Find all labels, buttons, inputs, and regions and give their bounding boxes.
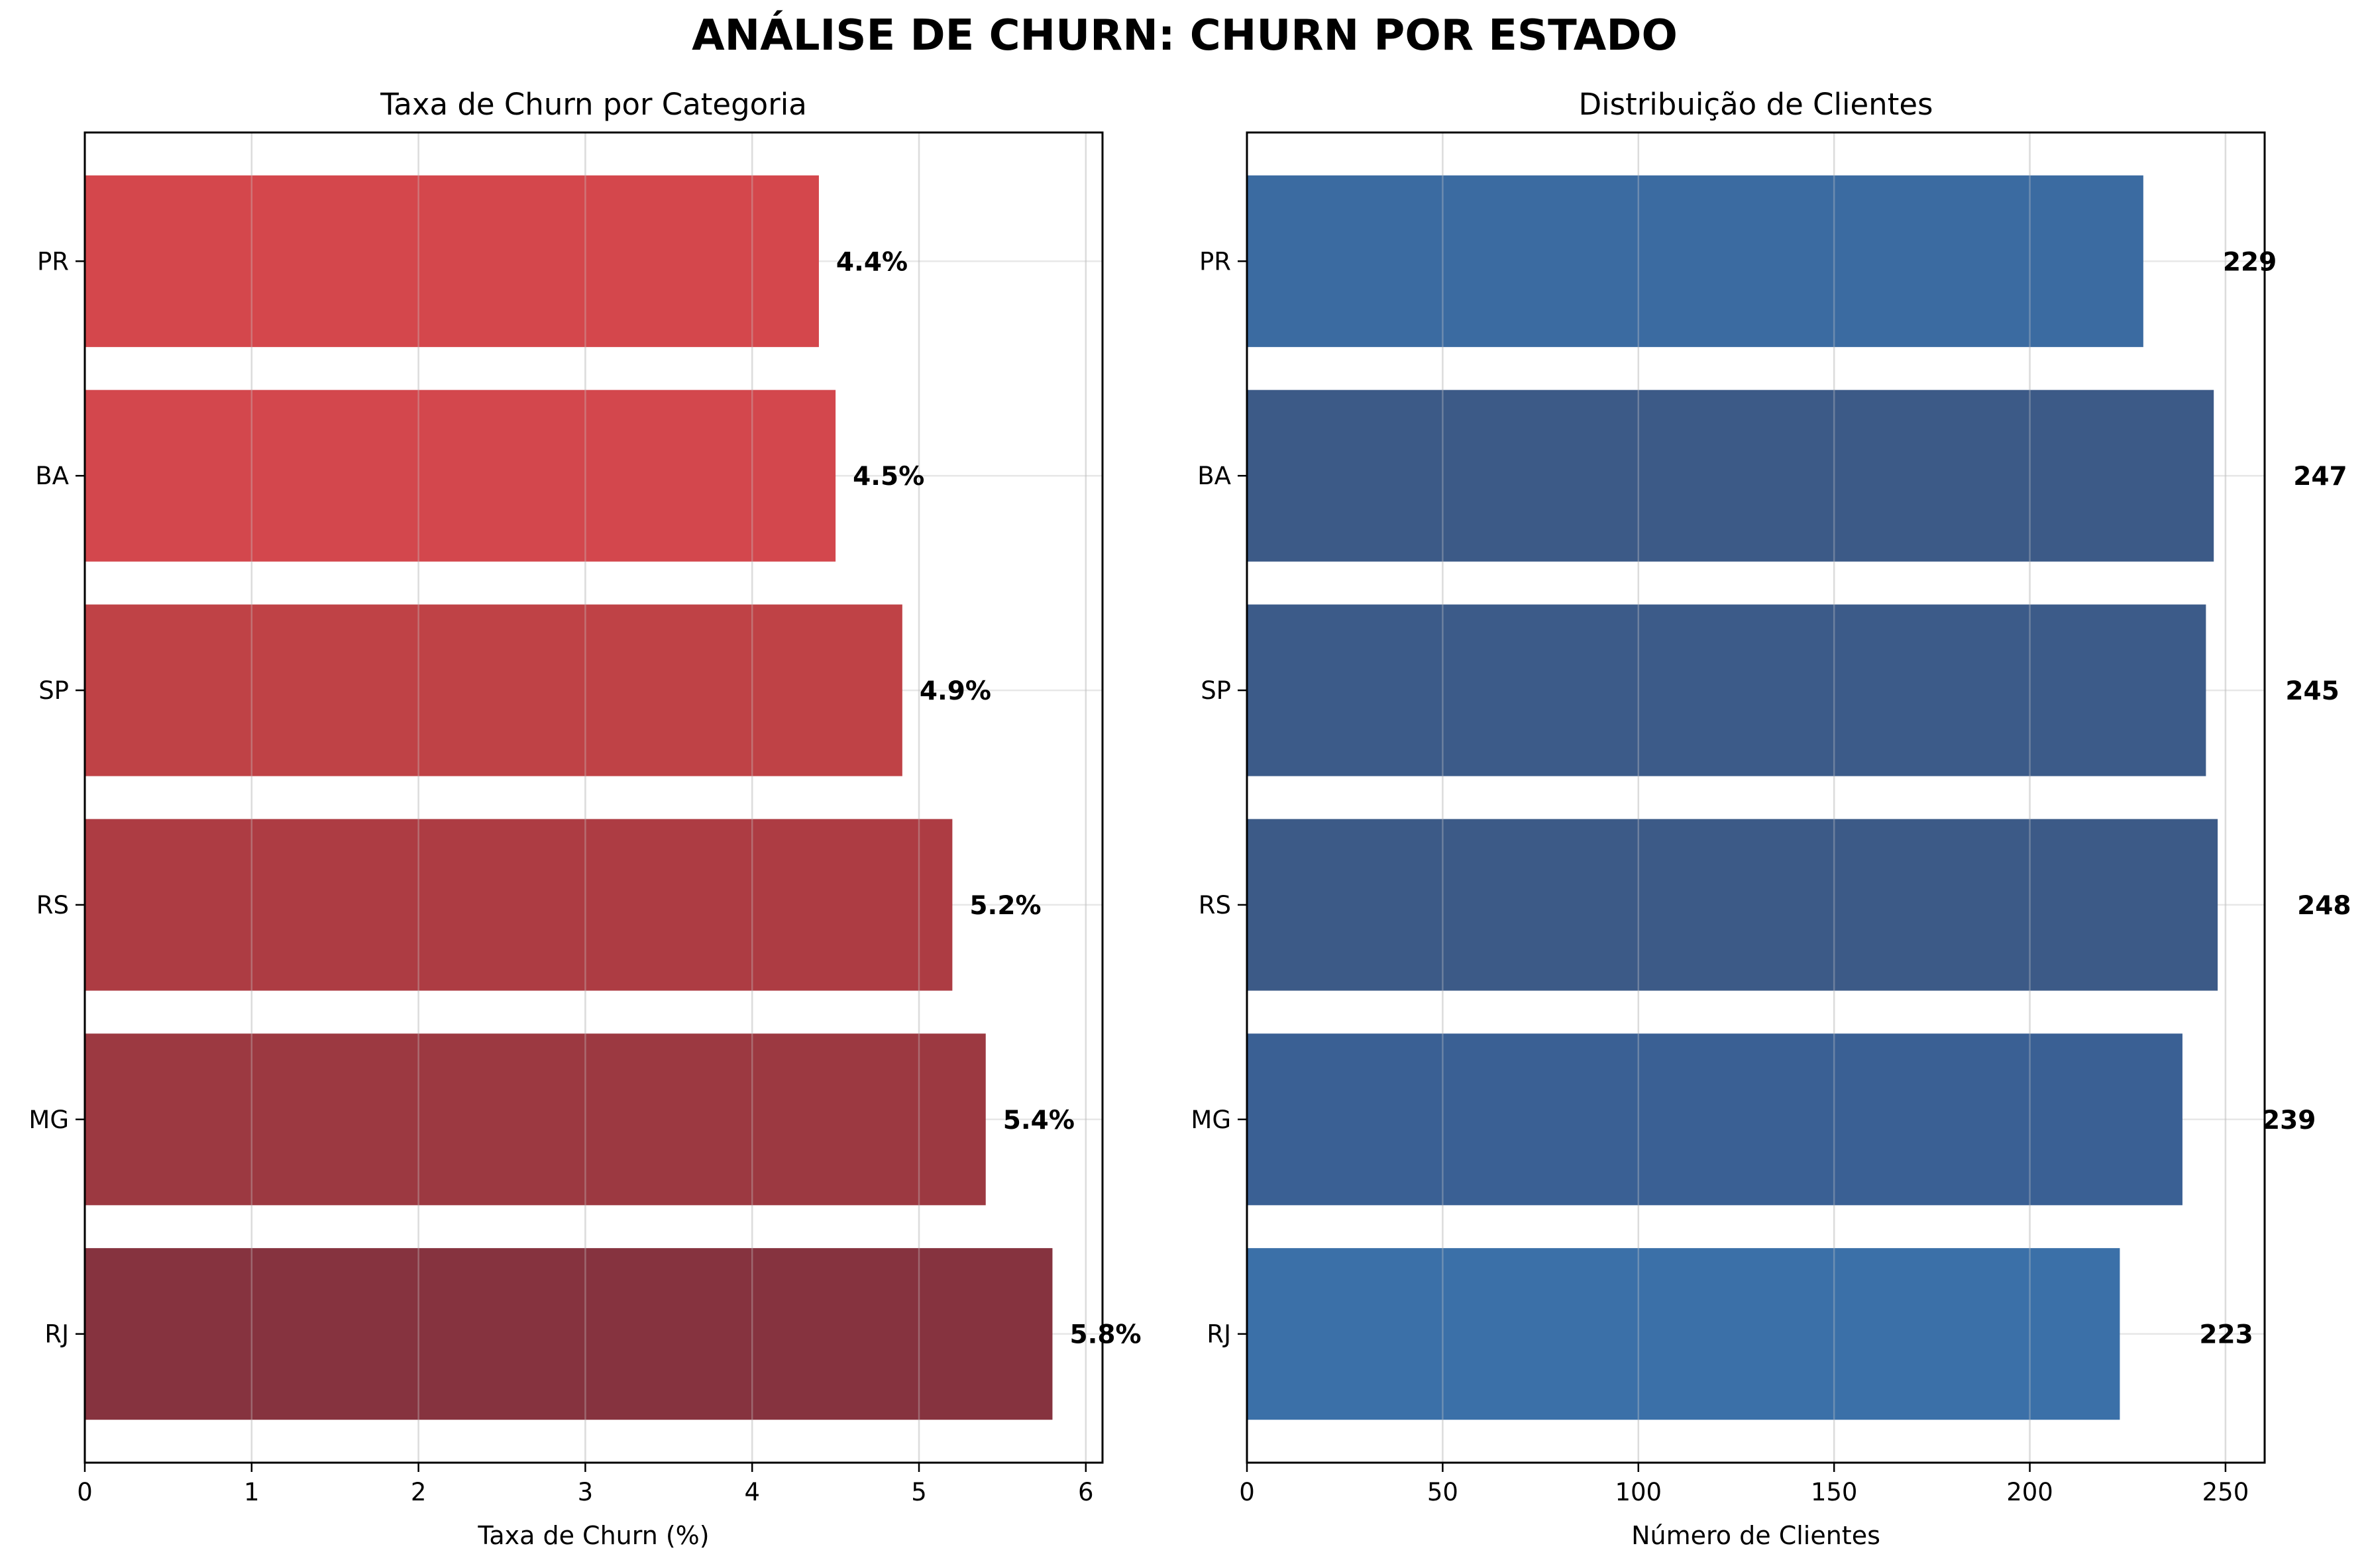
data-label-mg: 239: [2262, 1106, 2316, 1135]
y-tick-label-mg: MG: [1191, 1106, 1231, 1134]
x-tick-label: 6: [1078, 1478, 1094, 1506]
subplot-title: Taxa de Churn por Categoria: [380, 87, 807, 122]
bar-pr: [85, 175, 819, 347]
data-label-ba: 4.5%: [853, 462, 924, 492]
bar-ba: [1247, 390, 2214, 562]
bar-rj: [85, 1248, 1053, 1420]
y-tick-label-mg: MG: [28, 1106, 69, 1134]
bar-pr: [1247, 175, 2143, 347]
data-label-rs: 5.2%: [969, 891, 1041, 921]
customer-distribution-panel: 223 239 248 245 247 229 0 50 100 150 200 250 RJ MG RS S…: [1191, 87, 2351, 1550]
data-label-sp: 4.9%: [920, 676, 991, 706]
x-tick-label: 3: [578, 1478, 594, 1506]
subplot-title: Distribuição de Clientes: [1579, 87, 1933, 122]
data-label-rj: 5.8%: [1069, 1320, 1141, 1350]
y-tick-label-sp: SP: [38, 676, 69, 705]
churn-rate-panel: 5.8% 5.4% 5.2% 4.9% 4.5% 4.4% 0 1 2 3 4 5 6 RJ MG RS SP B…: [28, 87, 1141, 1550]
bar-sp: [1247, 604, 2206, 776]
bar-mg: [85, 1033, 986, 1206]
x-tick-label: 200: [2006, 1478, 2053, 1506]
y-tick-label-rj: RJ: [44, 1320, 69, 1349]
x-tick-label: 0: [77, 1478, 93, 1506]
data-label-pr: 229: [2223, 247, 2277, 277]
x-axis-label: Taxa de Churn (%): [477, 1521, 709, 1550]
plot-frame: [83, 131, 1104, 1464]
plot-frame: [1246, 131, 2266, 1464]
x-tick-label: 150: [1811, 1478, 1858, 1506]
bar-mg: [1247, 1033, 2182, 1206]
x-tick-label: 4: [744, 1478, 760, 1506]
data-label-mg: 5.4%: [1003, 1106, 1075, 1135]
y-tick-label-rj: RJ: [1207, 1320, 1231, 1349]
x-tick-label: 1: [244, 1478, 260, 1506]
data-label-sp: 245: [2285, 676, 2339, 706]
data-label-rj: 223: [2199, 1320, 2253, 1350]
data-label-ba: 247: [2293, 462, 2347, 492]
x-tick-label: 0: [1239, 1478, 1255, 1506]
x-axis-label: Número de Clientes: [1631, 1521, 1880, 1550]
x-tick-label: 50: [1427, 1478, 1458, 1506]
data-label-pr: 4.4%: [836, 247, 908, 277]
x-tick-label: 250: [2202, 1478, 2249, 1506]
data-label-rs: 248: [2297, 891, 2351, 921]
x-tick-label: 2: [411, 1478, 427, 1506]
y-tick-label-ba: BA: [35, 462, 69, 490]
bar-rs: [1247, 819, 2218, 991]
x-tick-label: 5: [911, 1478, 927, 1506]
bar-ba: [85, 390, 836, 562]
bar-rs: [85, 819, 953, 991]
figure-title: ANÁLISE DE CHURN: CHURN POR ESTADO: [692, 10, 1678, 60]
y-tick-label-pr: PR: [37, 247, 69, 276]
bar-rj: [1247, 1248, 2120, 1420]
y-tick-label-ba: BA: [1197, 462, 1231, 490]
x-tick-label: 100: [1615, 1478, 1662, 1506]
y-tick-label-rs: RS: [36, 891, 69, 919]
y-tick-label-sp: SP: [1201, 676, 1231, 705]
y-tick-label-rs: RS: [1199, 891, 1231, 919]
bar-sp: [85, 604, 902, 776]
y-tick-label-pr: PR: [1199, 247, 1231, 276]
